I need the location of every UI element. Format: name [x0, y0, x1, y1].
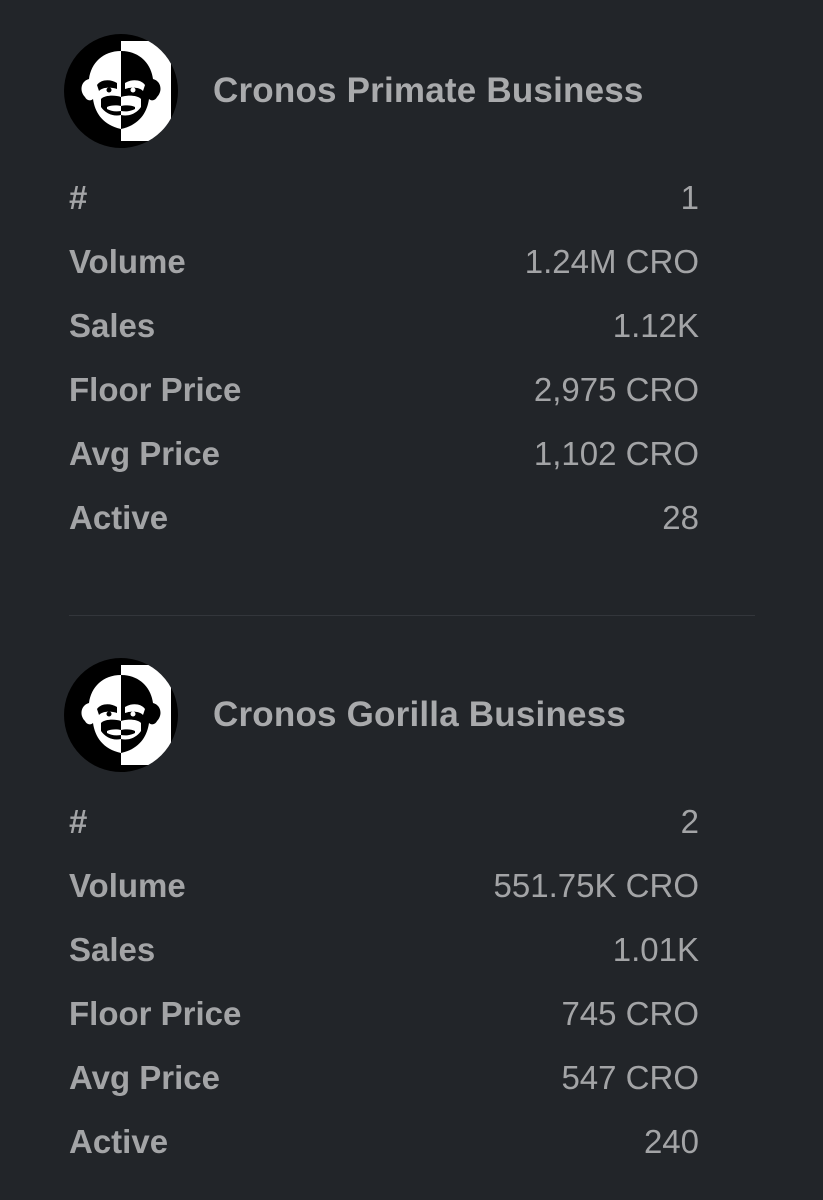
stat-row-active: Active 240	[69, 1110, 699, 1174]
stat-value: 1.24M CRO	[524, 243, 699, 280]
stat-label: Volume	[69, 867, 186, 904]
stat-row-active: Active 28	[69, 486, 699, 550]
collection-header[interactable]: Cronos Primate Business	[64, 34, 644, 148]
stat-label: Avg Price	[69, 435, 221, 472]
stats-list: # 1 Volume 1.24M CRO Sales 1.12K Floor P…	[69, 166, 699, 550]
stat-label: #	[69, 803, 88, 840]
stat-value: 1,102 CRO	[533, 435, 699, 472]
collection-name[interactable]: Cronos Gorilla Business	[213, 695, 627, 734]
stat-label: Sales	[69, 307, 156, 344]
stat-row-floor-price: Floor Price 2,975 CRO	[69, 358, 699, 422]
stat-row-avg-price: Avg Price 547 CRO	[69, 1046, 699, 1110]
stat-label: Active	[69, 499, 169, 536]
stat-label: Floor Price	[69, 995, 242, 1032]
stat-row-rank: # 2	[69, 790, 699, 854]
stats-list: # 2 Volume 551.75K CRO Sales 1.01K Floor…	[69, 790, 699, 1174]
stat-value: 1.01K	[612, 931, 699, 968]
stat-row-rank: # 1	[69, 166, 699, 230]
stat-value: 1	[680, 179, 699, 216]
stat-value: 2	[680, 803, 699, 840]
stat-value: 551.75K CRO	[493, 867, 699, 904]
stat-label: Active	[69, 1123, 169, 1160]
stat-value: 547 CRO	[561, 1059, 699, 1096]
stat-label: #	[69, 179, 88, 216]
stat-value: 28	[662, 499, 699, 536]
stat-value: 1.12K	[612, 307, 699, 344]
stat-label: Avg Price	[69, 1059, 221, 1096]
stat-row-volume: Volume 1.24M CRO	[69, 230, 699, 294]
stat-value: 745 CRO	[561, 995, 699, 1032]
gorilla-logo-icon	[64, 658, 178, 772]
stat-value: 2,975 CRO	[533, 371, 699, 408]
collection-name[interactable]: Cronos Primate Business	[213, 71, 644, 110]
stat-row-floor-price: Floor Price 745 CRO	[69, 982, 699, 1046]
stat-row-sales: Sales 1.12K	[69, 294, 699, 358]
stat-label: Sales	[69, 931, 156, 968]
stat-row-sales: Sales 1.01K	[69, 918, 699, 982]
stat-label: Volume	[69, 243, 186, 280]
collection-header[interactable]: Cronos Gorilla Business	[64, 658, 626, 772]
gorilla-logo-icon	[64, 34, 178, 148]
stat-row-avg-price: Avg Price 1,102 CRO	[69, 422, 699, 486]
stat-value: 240	[643, 1123, 699, 1160]
stat-row-volume: Volume 551.75K CRO	[69, 854, 699, 918]
stat-label: Floor Price	[69, 371, 242, 408]
divider	[69, 615, 755, 616]
